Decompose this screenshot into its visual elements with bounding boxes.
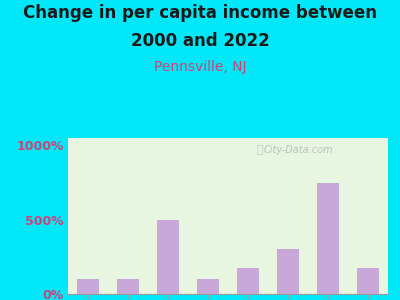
Bar	[317, 183, 339, 294]
Bar	[357, 268, 379, 294]
Text: City-Data.com: City-Data.com	[264, 146, 333, 155]
Text: 2000 and 2022: 2000 and 2022	[131, 32, 269, 50]
Text: Pennsville, NJ: Pennsville, NJ	[154, 60, 246, 74]
Bar	[237, 268, 259, 294]
Text: ⦿: ⦿	[257, 146, 263, 155]
Bar	[277, 249, 299, 294]
Bar	[197, 279, 219, 294]
Bar	[157, 220, 179, 294]
Text: Change in per capita income between: Change in per capita income between	[23, 4, 377, 22]
Bar	[117, 279, 139, 294]
Bar	[77, 279, 99, 294]
